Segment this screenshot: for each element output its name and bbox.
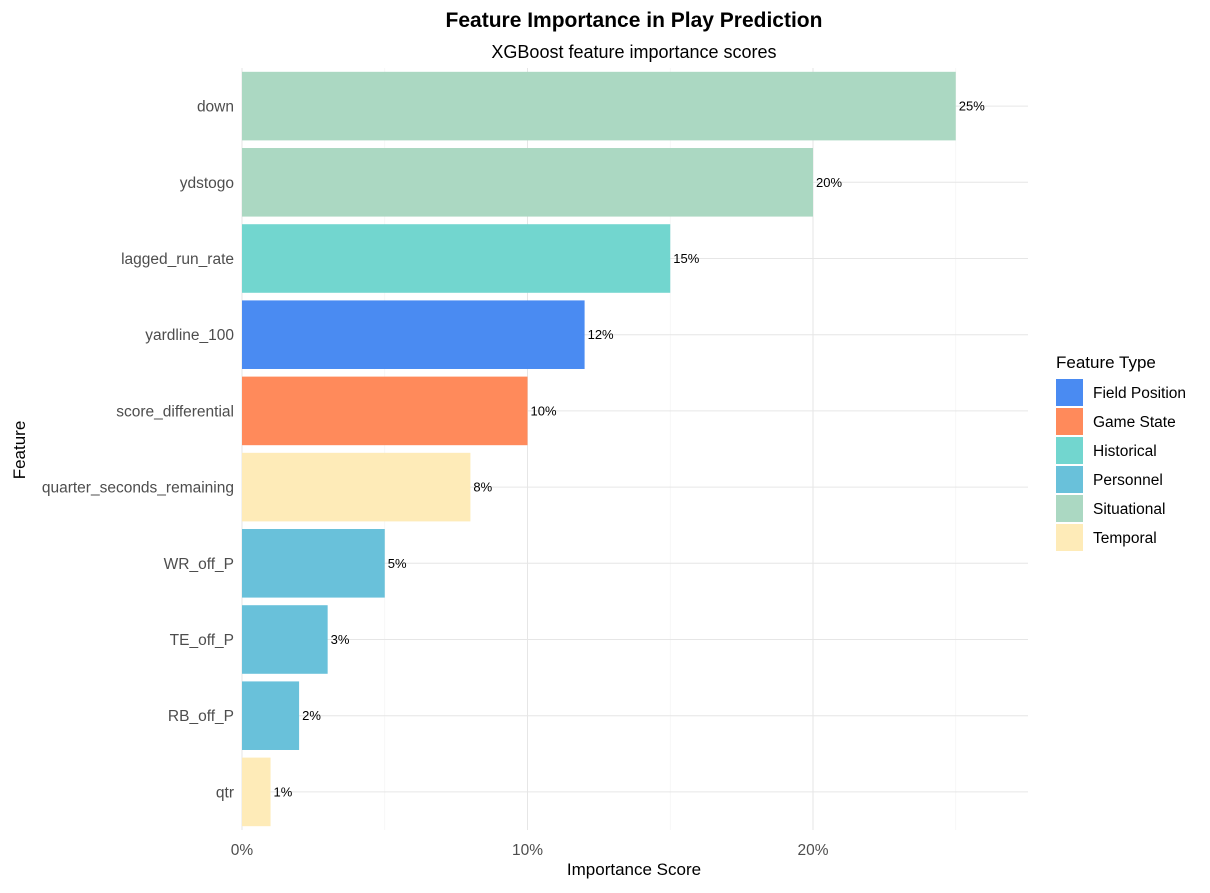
legend-swatch xyxy=(1056,524,1083,551)
bar-value-label: 25% xyxy=(959,99,985,114)
legend-title: Feature Type xyxy=(1056,353,1156,372)
bar-down xyxy=(242,71,956,141)
chart-subtitle: XGBoost feature importance scores xyxy=(491,42,776,62)
bar-value-label: 1% xyxy=(274,784,293,799)
y-tick-label: yardline_100 xyxy=(145,327,234,344)
bar-value-label: 8% xyxy=(473,480,492,495)
legend-label: Personnel xyxy=(1093,472,1163,489)
x-tick-label: 0% xyxy=(231,842,254,859)
bar-value-label: 20% xyxy=(816,175,842,190)
bar-value-label: 3% xyxy=(331,632,350,647)
legend-label: Situational xyxy=(1093,501,1165,518)
legend-label: Field Position xyxy=(1093,385,1186,402)
bar-RB_off_P xyxy=(242,681,300,750)
bar-TE_off_P xyxy=(242,605,328,674)
y-tick-label: ydstogo xyxy=(180,175,234,192)
y-tick-labels: down ydstogo lagged_run_rate yardline_100sc… xyxy=(42,99,235,802)
y-tick-label: quarter_seconds_remaining xyxy=(42,480,234,497)
bar-value-label: 12% xyxy=(588,327,614,342)
legend-swatch xyxy=(1056,495,1083,522)
bar-value-label: 15% xyxy=(673,251,699,266)
bars xyxy=(242,71,956,827)
y-tick-label: TE_off_P xyxy=(170,632,234,649)
legend-swatch xyxy=(1056,437,1083,464)
bar-yardline_100 xyxy=(242,300,585,369)
x-tick-label: 10% xyxy=(512,842,543,859)
legend: Feature Type Field Position Game State His… xyxy=(1056,353,1186,551)
bar-qtr xyxy=(242,757,271,827)
legend-swatch xyxy=(1056,466,1083,493)
legend-swatch xyxy=(1056,379,1083,406)
x-tick-label: 20% xyxy=(797,842,828,859)
y-tick-label: RB_off_P xyxy=(168,708,234,725)
legend-label: Historical xyxy=(1093,443,1157,460)
bar-value-labels: 25% 20% 15% 12% 10% 8% 5% 3% 2% 1% xyxy=(274,99,986,800)
bar-value-label: 5% xyxy=(388,556,407,571)
bar-ydstogo xyxy=(242,148,813,217)
bar-score_differential xyxy=(242,376,528,446)
legend-swatch xyxy=(1056,408,1083,435)
y-axis-label: Feature xyxy=(10,421,29,480)
y-tick-label: WR_off_P xyxy=(164,556,234,573)
legend-label: Game State xyxy=(1093,414,1176,431)
chart-title: Feature Importance in Play Prediction xyxy=(446,9,823,32)
bar-WR_off_P xyxy=(242,529,385,598)
x-axis-label: Importance Score xyxy=(567,860,701,879)
y-tick-label: qtr xyxy=(216,784,234,801)
bar-quarter_seconds_remaining xyxy=(242,452,471,522)
bar-value-label: 10% xyxy=(531,403,557,418)
x-tick-labels: 0% 10% 20% xyxy=(231,842,829,859)
bar-lagged_run_rate xyxy=(242,224,671,293)
y-tick-label: score_differential xyxy=(116,403,234,420)
bar-value-label: 2% xyxy=(302,708,321,723)
legend-label: Temporal xyxy=(1093,530,1157,547)
y-tick-label: down xyxy=(197,99,234,116)
y-tick-label: lagged_run_rate xyxy=(121,251,234,268)
